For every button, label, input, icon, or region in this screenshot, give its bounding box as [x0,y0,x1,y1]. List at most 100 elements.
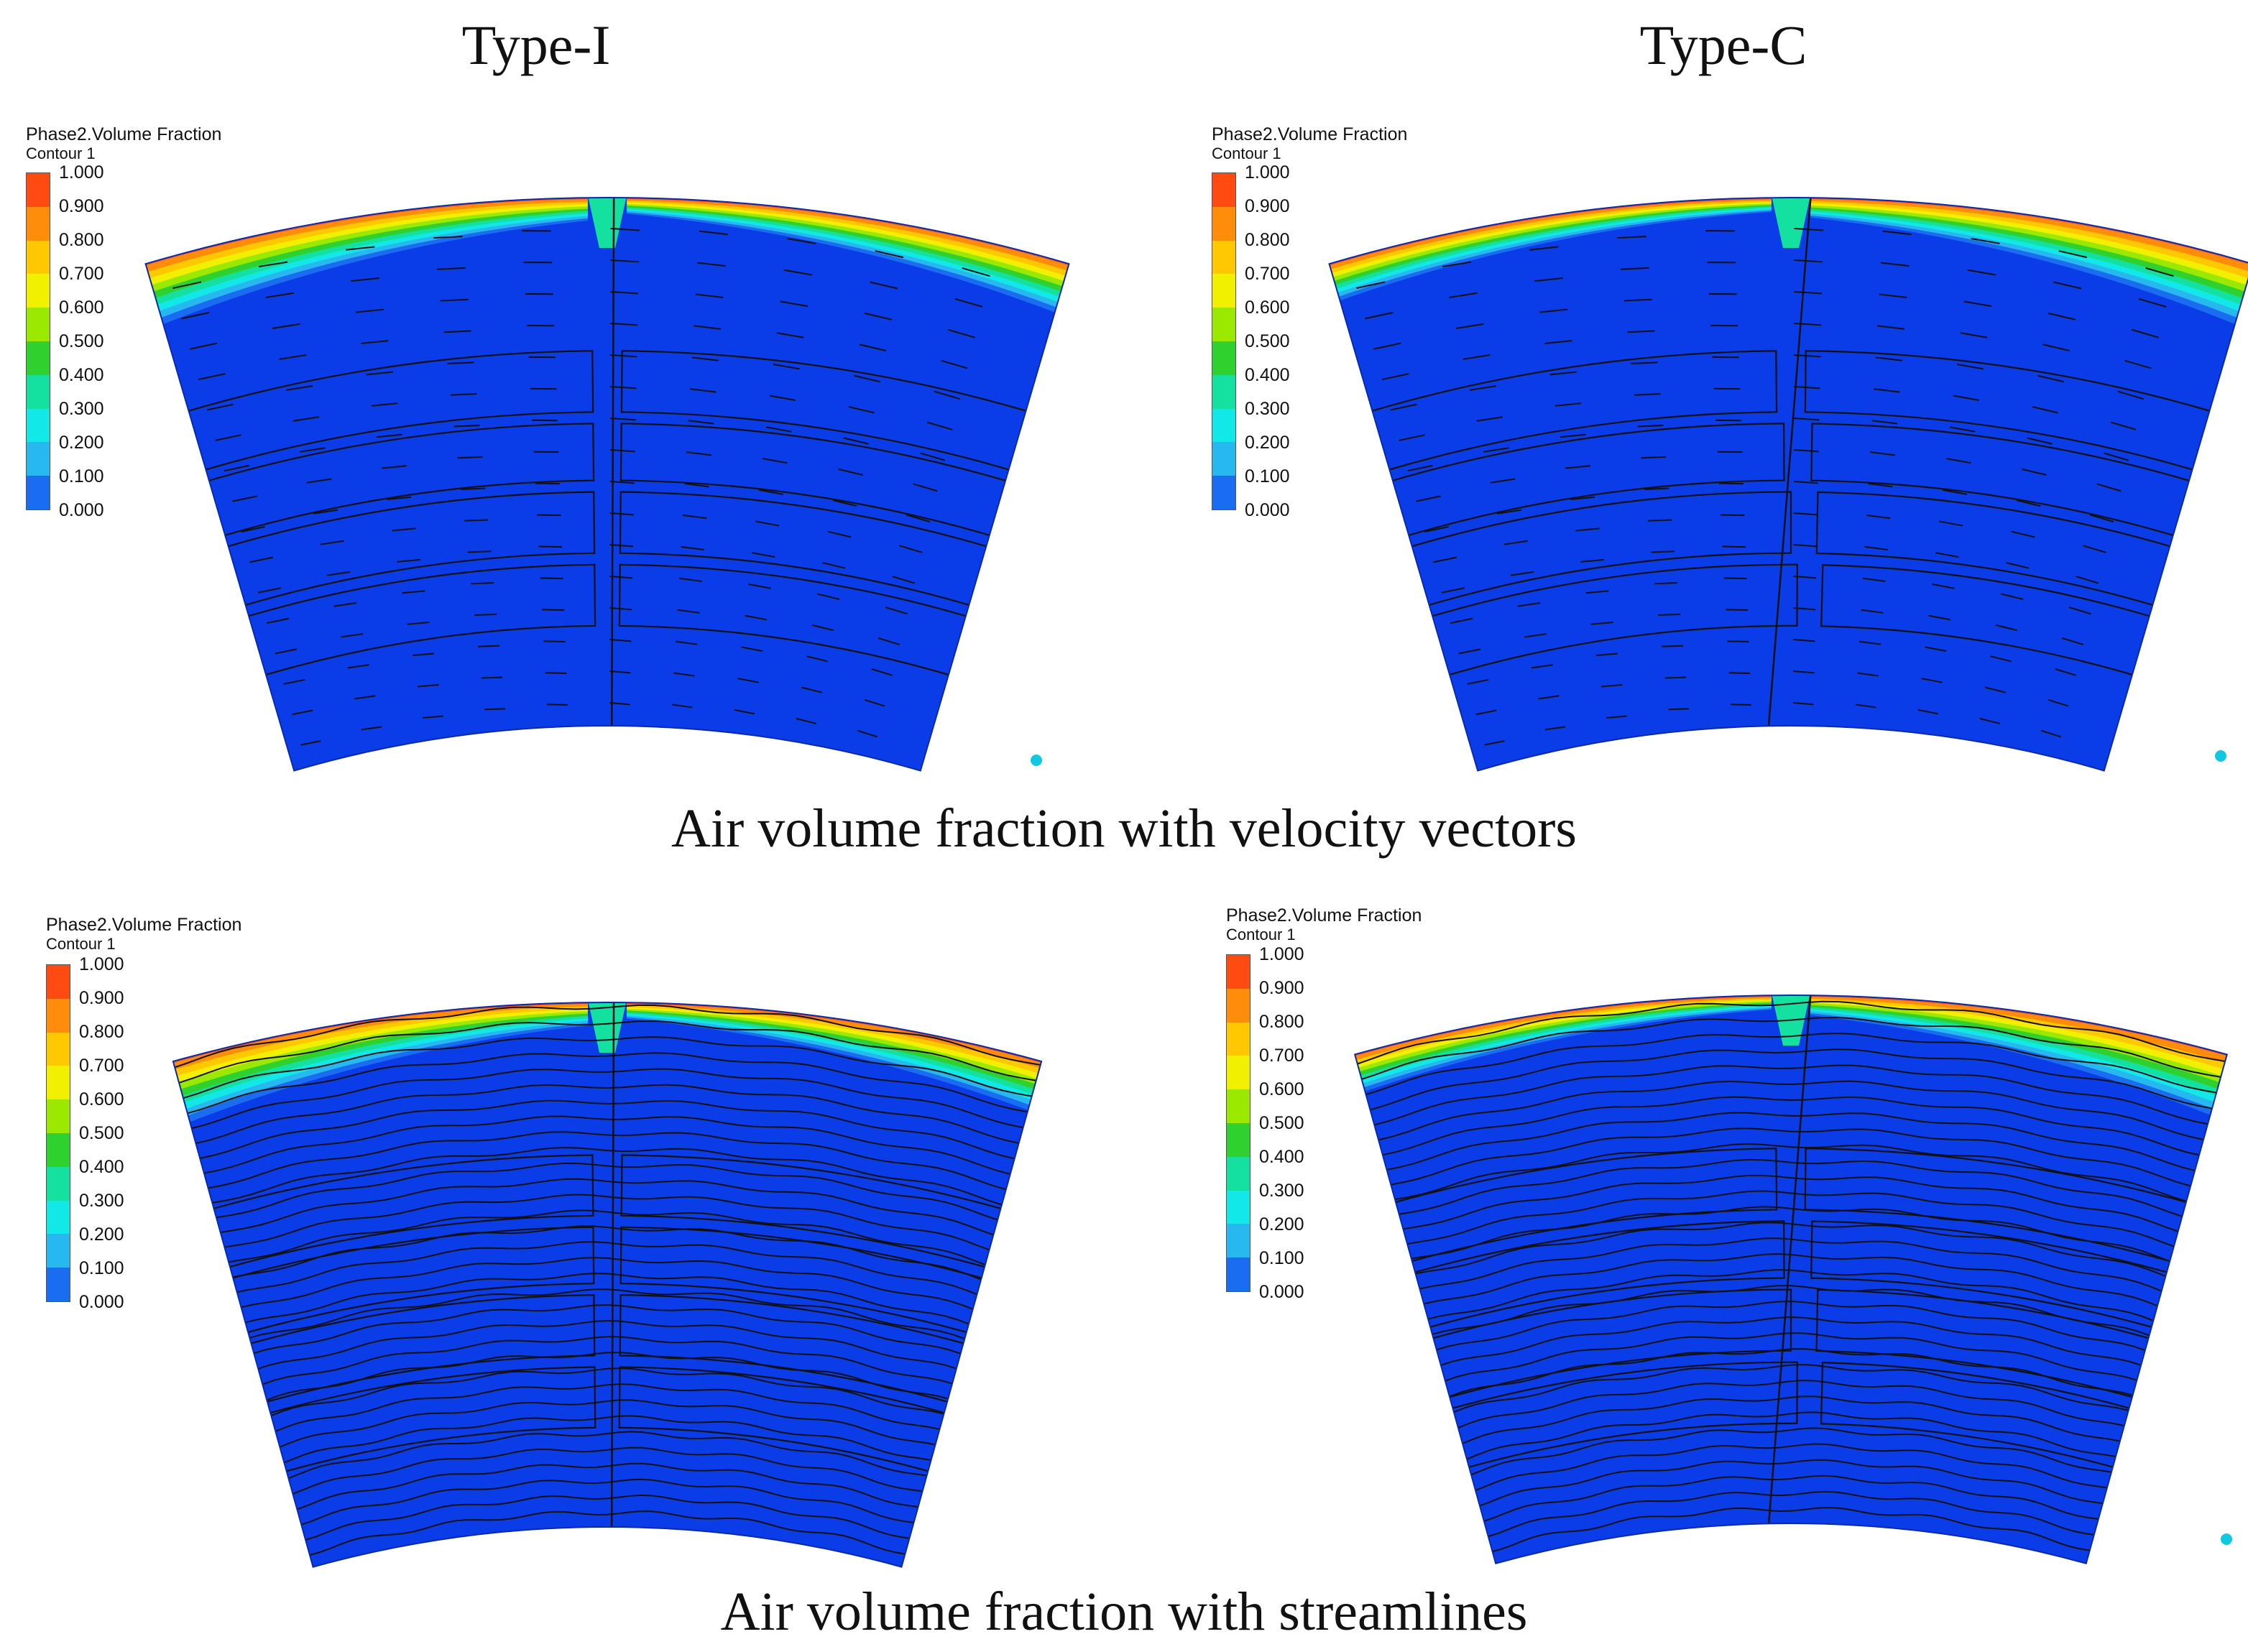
velocity-vector [241,526,265,532]
legend-tick-label: 1.000 [59,162,104,183]
legend-swatch [1227,955,1250,989]
velocity-vector [870,281,898,290]
streamline [174,1115,1041,1181]
column-title-type-c: Type-C [1639,14,1807,76]
streamline [242,1352,972,1411]
velocity-vector [1720,514,1745,517]
water-region [1355,995,2227,1564]
velocity-vector [609,544,634,548]
velocity-vector [453,424,480,428]
velocity-vector [1661,645,1684,647]
streamline [238,1336,977,1395]
velocity-vector [1503,540,1528,545]
type-c-vectors-field [1328,197,2248,772]
air-band-left [1329,197,1772,297]
center-groove-line [610,1002,615,1528]
velocity-vector [941,359,968,369]
legend-tick-label: 0.200 [79,1224,124,1245]
velocity-vector [1539,308,1568,313]
velocity-vector [1534,277,1563,282]
streamline [192,1178,1022,1243]
velocity-vector [300,740,321,746]
velocity-vector [474,613,497,616]
velocity-vector [684,483,709,488]
streamline [172,1068,1042,1135]
streamline [187,1162,1026,1228]
streamline [1470,1507,2113,1556]
velocity-vector [283,678,305,685]
velocity-vector [1538,695,1560,700]
streamline [1360,1127,2221,1194]
velocity-vector [1631,361,1658,365]
velocity-vector [2083,545,2106,553]
tread-block-outline [163,491,596,626]
legend-tick-label: 0.600 [1245,297,1290,318]
velocity-vector [2068,606,2091,615]
legend-swatch [47,1032,70,1066]
velocity-vector [433,236,463,239]
tread-block-outline [1355,1220,1785,1348]
velocity-vector [2041,729,2061,738]
velocity-vector [407,621,430,625]
velocity-vector [437,267,466,270]
velocity-vector [1637,424,1664,428]
velocity-vector [1476,416,1503,422]
streamline [1374,1174,2206,1240]
legend-tick-label: 0.000 [1259,1282,1304,1302]
legend-swatch [1227,1122,1250,1157]
velocity-vector [843,437,869,445]
velocity-vector [926,421,953,430]
velocity-vector [1866,514,1891,520]
velocity-vector [286,385,313,391]
velocity-vector [773,363,800,370]
air-band-right [627,197,1069,303]
streamline [1465,1490,2117,1542]
streamline [1365,1143,2216,1209]
velocity-vector [181,312,210,320]
velocity-vector [2006,562,2030,569]
legend-tick-label: 0.100 [1245,466,1290,486]
streamline [1397,1253,2184,1316]
velocity-vector [609,512,634,516]
legend-swatch [27,308,50,341]
caption-velocity-vectors: Air volume fraction with velocity vector… [671,798,1577,859]
velocity-vector [1979,718,2000,724]
velocity-vector [1963,300,1992,308]
air-band-left [1329,197,1772,293]
streamline [1388,1222,2193,1286]
streamline [1356,1112,2225,1178]
velocity-vector [300,447,326,453]
velocity-vector [172,281,202,290]
velocity-vector [832,499,857,507]
tread-block-outline [1347,491,1792,626]
velocity-vector [1470,385,1497,391]
legend-title: Phase2.Volume Fraction [1212,124,1408,144]
streamline [274,1462,941,1516]
velocity-vector [859,343,886,351]
legend-tick-label: 0.700 [1259,1046,1304,1066]
velocity-vector [609,417,636,421]
streamline [1383,1206,2198,1271]
streamline [172,1036,1042,1106]
velocity-vector [447,361,474,365]
streamline [1355,1048,2227,1117]
velocity-vector [2032,406,2058,414]
velocity-vector [1621,267,1649,270]
streamline [172,1020,1042,1092]
velocity-vector [752,552,775,558]
legend-swatch [1212,341,1235,375]
velocity-vector [341,633,364,638]
velocity-vector [816,593,840,600]
tread-block-outline [1371,563,1798,695]
legend-tick-label: 1.000 [79,954,124,974]
legend-swatch [27,442,50,476]
velocity-vector [610,259,639,263]
velocity-vector [1511,571,1534,576]
velocity-vector [467,550,492,553]
velocity-vector [2047,312,2076,320]
center-groove-line [1767,198,1812,726]
velocity-vector [854,374,880,383]
velocity-vector [2138,297,2167,308]
legend-tick-label: 0.300 [1245,399,1290,419]
